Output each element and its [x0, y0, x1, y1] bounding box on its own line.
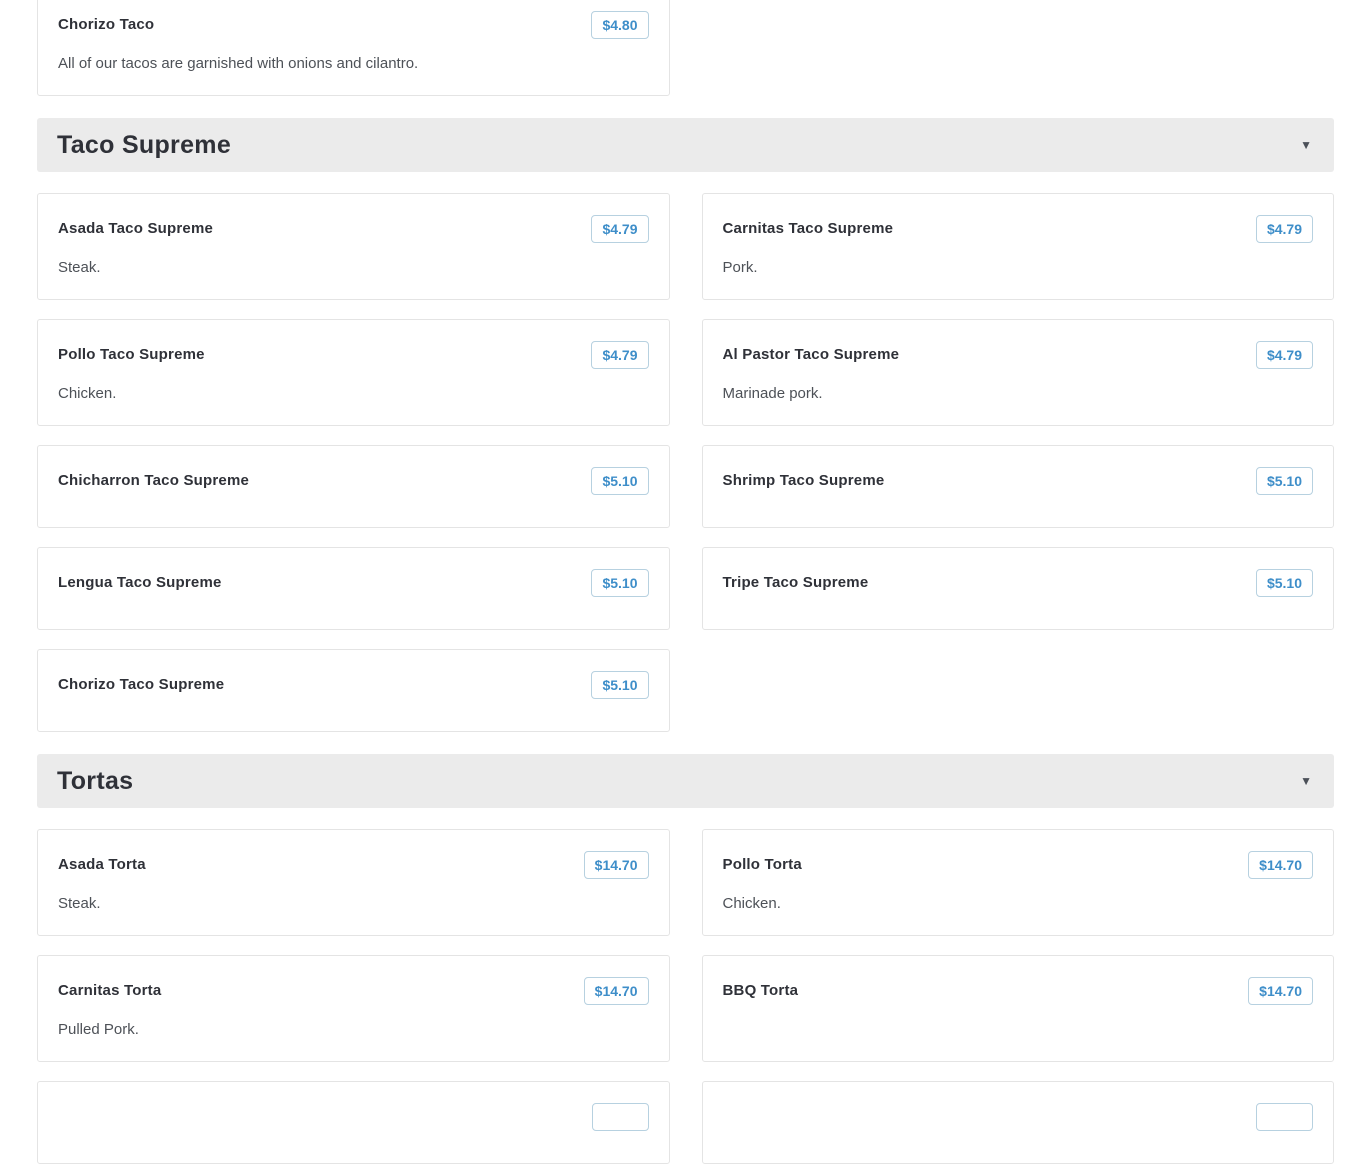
item-name: Al Pastor Taco Supreme	[722, 346, 900, 363]
menu-item-pollo-taco-supreme[interactable]: Pollo Taco Supreme Chicken. $4.79	[37, 319, 670, 426]
price-button[interactable]: $14.70	[1248, 977, 1313, 1005]
item-description: Pulled Pork.	[58, 1021, 139, 1038]
item-name: Shrimp Taco Supreme	[722, 472, 885, 489]
price-button[interactable]: $14.70	[583, 977, 649, 1005]
item-name: Asada Torta	[58, 856, 146, 873]
menu-item-carnitas-taco-supreme[interactable]: Carnitas Taco Supreme Pork. $4.79	[701, 193, 1334, 300]
menu-item-tripe-taco-supreme[interactable]: Tripe Taco Supreme $5.10	[701, 547, 1334, 630]
price-button[interactable]	[591, 1103, 649, 1131]
price-button[interactable]: $4.79	[1255, 341, 1313, 369]
item-description: Chicken.	[722, 895, 781, 912]
price-button[interactable]: $14.70	[1248, 851, 1313, 879]
menu-item-bbq-torta[interactable]: BBQ Torta $14.70	[701, 955, 1334, 1062]
menu-item-shrimp-taco-supreme[interactable]: Shrimp Taco Supreme $5.10	[701, 445, 1334, 528]
price-button[interactable]: $4.79	[1255, 215, 1313, 243]
menu-item-partial-right[interactable]	[701, 1081, 1334, 1164]
menu-item-lengua-taco-supreme[interactable]: Lengua Taco Supreme $5.10	[37, 547, 670, 630]
item-name: Chorizo Taco	[58, 16, 155, 33]
tacos-section-grid: Chorizo Taco All of our tacos are garnis…	[37, 0, 1334, 96]
item-name: Chorizo Taco Supreme	[58, 676, 225, 693]
menu-item-carnitas-torta[interactable]: Carnitas Torta Pulled Pork. $14.70	[37, 955, 670, 1062]
item-name: BBQ Torta	[722, 982, 799, 999]
price-button[interactable]: $4.79	[591, 215, 649, 243]
item-name: Chicharron Taco Supreme	[58, 472, 250, 489]
price-button[interactable]: $5.10	[1255, 467, 1313, 495]
section-title: Taco Supreme	[57, 130, 232, 159]
item-name: Carnitas Torta	[58, 982, 162, 999]
item-name: Pollo Torta	[722, 856, 802, 873]
section-header-tortas[interactable]: Tortas ▼	[37, 754, 1334, 808]
item-description: Chicken.	[58, 385, 117, 402]
menu-item-pollo-torta[interactable]: Pollo Torta Chicken. $14.70	[701, 829, 1334, 936]
price-button[interactable]: $5.10	[591, 467, 649, 495]
price-button[interactable]: $4.79	[591, 341, 649, 369]
item-description: Marinade pork.	[722, 385, 823, 402]
price-button[interactable]: $14.70	[583, 851, 649, 879]
menu-item-chorizo-taco-supreme[interactable]: Chorizo Taco Supreme $5.10	[37, 649, 670, 732]
price-button[interactable]: $5.10	[591, 671, 649, 699]
item-name: Pollo Taco Supreme	[58, 346, 205, 363]
menu-item-chorizo-taco[interactable]: Chorizo Taco All of our tacos are garnis…	[37, 0, 670, 96]
chevron-down-icon[interactable]: ▼	[1300, 138, 1312, 152]
tortas-section-grid: Asada Torta Steak. $14.70 Pollo Torta Ch…	[37, 829, 1334, 1164]
section-header-taco-supreme[interactable]: Taco Supreme ▼	[37, 118, 1334, 172]
item-name: Lengua Taco Supreme	[58, 574, 222, 591]
item-description: Pork.	[722, 259, 758, 276]
price-button[interactable]: $5.10	[591, 569, 649, 597]
item-description: All of our tacos are garnished with onio…	[58, 55, 419, 72]
item-description: Steak.	[58, 895, 101, 912]
menu-item-partial-left[interactable]	[37, 1081, 670, 1164]
taco-supreme-section-grid: Asada Taco Supreme Steak. $4.79 Carnitas…	[37, 193, 1334, 732]
menu-item-chicharron-taco-supreme[interactable]: Chicharron Taco Supreme $5.10	[37, 445, 670, 528]
menu-item-asada-torta[interactable]: Asada Torta Steak. $14.70	[37, 829, 670, 936]
item-name: Carnitas Taco Supreme	[722, 220, 894, 237]
item-name: Tripe Taco Supreme	[722, 574, 869, 591]
price-button[interactable]: $5.10	[1255, 569, 1313, 597]
section-title: Tortas	[57, 766, 134, 795]
menu-item-asada-taco-supreme[interactable]: Asada Taco Supreme Steak. $4.79	[37, 193, 670, 300]
price-button[interactable]	[1256, 1103, 1313, 1131]
item-description: Steak.	[58, 259, 101, 276]
price-button[interactable]: $4.80	[591, 11, 649, 39]
chevron-down-icon[interactable]: ▼	[1300, 774, 1312, 788]
item-name: Asada Taco Supreme	[58, 220, 214, 237]
menu-item-al-pastor-taco-supreme[interactable]: Al Pastor Taco Supreme Marinade pork. $4…	[701, 319, 1334, 426]
